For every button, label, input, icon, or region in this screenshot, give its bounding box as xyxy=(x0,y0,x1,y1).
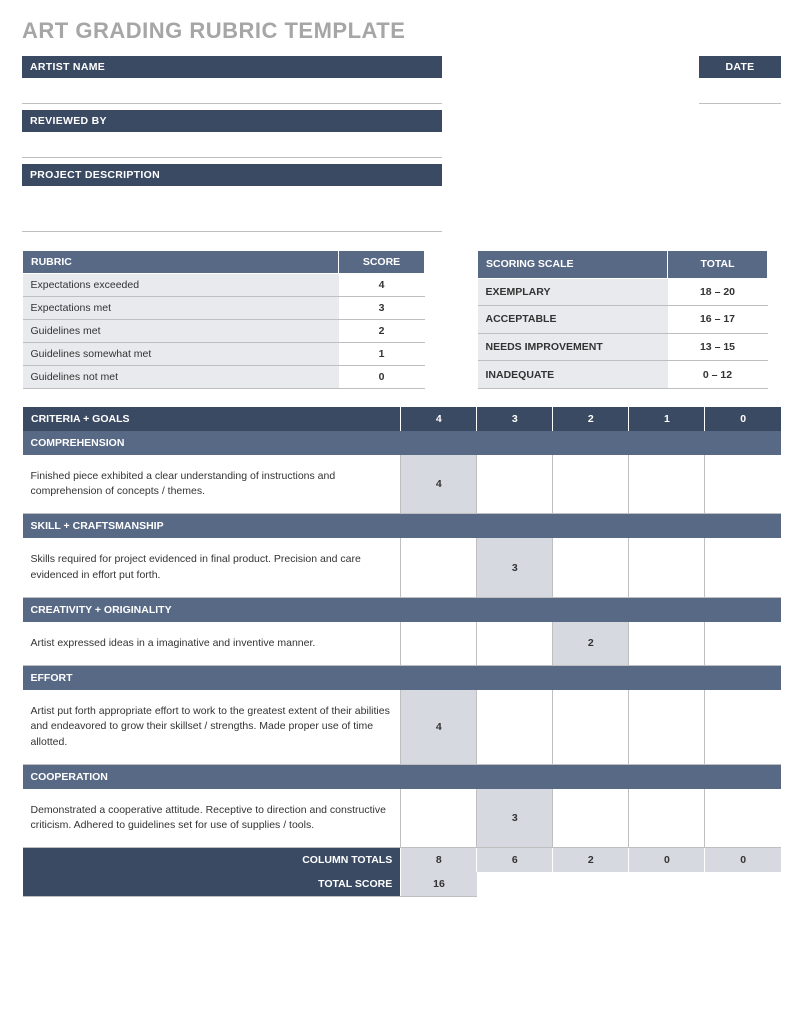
criteria-table: CRITERIA + GOALS 4 3 2 1 0 COMPREHENSION… xyxy=(22,407,781,897)
criteria-header-col-4: 4 xyxy=(401,407,477,431)
criteria-header-col-0: 0 xyxy=(705,407,781,431)
scoring-scale-table: SCORING SCALE TOTAL EXEMPLARY18 – 20ACCE… xyxy=(477,250,768,389)
criteria-cell[interactable] xyxy=(629,622,705,666)
criteria-cell[interactable]: 3 xyxy=(477,538,553,597)
criteria-section-name: COMPREHENSION xyxy=(23,431,782,455)
scoring-row-range: 16 – 17 xyxy=(668,306,768,334)
rubric-header-score: SCORE xyxy=(339,251,425,274)
criteria-cell[interactable] xyxy=(629,789,705,848)
artist-name-block: ARTIST NAME xyxy=(22,56,442,104)
criteria-cell[interactable] xyxy=(705,622,781,666)
criteria-cell[interactable] xyxy=(705,690,781,764)
criteria-cell[interactable]: 4 xyxy=(401,455,477,514)
scoring-row-range: 13 – 15 xyxy=(668,333,768,361)
criteria-header-label: CRITERIA + GOALS xyxy=(23,407,401,431)
criteria-header-col-1: 1 xyxy=(629,407,705,431)
rubric-row-label: Guidelines met xyxy=(23,320,339,343)
scoring-row-label: EXEMPLARY xyxy=(478,278,668,306)
date-block: DATE xyxy=(699,56,781,104)
date-label: DATE xyxy=(699,56,781,78)
criteria-cell[interactable] xyxy=(477,690,553,764)
criteria-cell[interactable] xyxy=(553,455,629,514)
criteria-section-desc: Demonstrated a cooperative attitude. Rec… xyxy=(23,789,401,848)
column-total-1: 6 xyxy=(477,848,553,873)
reviewed-by-label: REVIEWED BY xyxy=(22,110,442,132)
column-total-3: 0 xyxy=(629,848,705,873)
criteria-cell[interactable]: 4 xyxy=(401,690,477,764)
rubric-row-label: Expectations exceeded xyxy=(23,274,339,297)
rubric-table: RUBRIC SCORE Expectations exceeded4Expec… xyxy=(22,250,425,389)
criteria-cell[interactable] xyxy=(705,538,781,597)
criteria-cell[interactable] xyxy=(401,538,477,597)
column-totals-label: COLUMN TOTALS xyxy=(23,848,401,873)
reviewed-by-block: REVIEWED BY xyxy=(22,110,442,158)
criteria-cell[interactable]: 3 xyxy=(477,789,553,848)
criteria-section-desc: Finished piece exhibited a clear underst… xyxy=(23,455,401,514)
rubric-row-label: Expectations met xyxy=(23,297,339,320)
rubric-row-score: 0 xyxy=(339,366,425,389)
criteria-cell[interactable] xyxy=(705,789,781,848)
scoring-row-range: 18 – 20 xyxy=(668,278,768,306)
criteria-cell[interactable] xyxy=(477,455,553,514)
criteria-cell[interactable] xyxy=(705,455,781,514)
project-description-block: PROJECT DESCRIPTION xyxy=(22,164,442,232)
column-total-0: 8 xyxy=(401,848,477,873)
scoring-header-name: SCORING SCALE xyxy=(478,251,668,279)
criteria-cell[interactable] xyxy=(553,690,629,764)
criteria-section-name: SKILL + CRAFTSMANSHIP xyxy=(23,514,782,539)
criteria-cell[interactable] xyxy=(401,789,477,848)
rubric-row-score: 3 xyxy=(339,297,425,320)
rubric-row-label: Guidelines not met xyxy=(23,366,339,389)
rubric-row-score: 4 xyxy=(339,274,425,297)
artist-name-value[interactable] xyxy=(22,78,442,104)
scoring-row-label: INADEQUATE xyxy=(478,361,668,389)
criteria-section-desc: Artist put forth appropriate effort to w… xyxy=(23,690,401,764)
scoring-row-range: 0 – 12 xyxy=(668,361,768,389)
artist-name-label: ARTIST NAME xyxy=(22,56,442,78)
rubric-row-label: Guidelines somewhat met xyxy=(23,343,339,366)
rubric-header-name: RUBRIC xyxy=(23,251,339,274)
scoring-row-label: ACCEPTABLE xyxy=(478,306,668,334)
criteria-section-desc: Artist expressed ideas in a imaginative … xyxy=(23,622,401,666)
criteria-section-name: EFFORT xyxy=(23,666,782,691)
date-value[interactable] xyxy=(699,78,781,104)
column-total-2: 2 xyxy=(553,848,629,873)
reviewed-by-value[interactable] xyxy=(22,132,442,158)
criteria-section-name: COOPERATION xyxy=(23,764,782,789)
criteria-cell[interactable] xyxy=(553,789,629,848)
rubric-row-score: 2 xyxy=(339,320,425,343)
scoring-header-total: TOTAL xyxy=(668,251,768,279)
criteria-cell[interactable]: 2 xyxy=(553,622,629,666)
criteria-cell[interactable] xyxy=(629,455,705,514)
criteria-cell[interactable] xyxy=(477,622,553,666)
column-total-4: 0 xyxy=(705,848,781,873)
scoring-row-label: NEEDS IMPROVEMENT xyxy=(478,333,668,361)
criteria-section-desc: Skills required for project evidenced in… xyxy=(23,538,401,597)
project-description-label: PROJECT DESCRIPTION xyxy=(22,164,442,186)
project-description-value[interactable] xyxy=(22,186,442,232)
total-score-value: 16 xyxy=(401,872,477,897)
criteria-cell[interactable] xyxy=(629,690,705,764)
criteria-section-name: CREATIVITY + ORIGINALITY xyxy=(23,597,782,622)
criteria-cell[interactable] xyxy=(401,622,477,666)
criteria-cell[interactable] xyxy=(629,538,705,597)
criteria-cell[interactable] xyxy=(553,538,629,597)
criteria-header-col-3: 3 xyxy=(477,407,553,431)
rubric-row-score: 1 xyxy=(339,343,425,366)
total-score-label: TOTAL SCORE xyxy=(23,872,401,897)
page-title: ART GRADING RUBRIC TEMPLATE xyxy=(22,18,781,44)
criteria-header-col-2: 2 xyxy=(553,407,629,431)
